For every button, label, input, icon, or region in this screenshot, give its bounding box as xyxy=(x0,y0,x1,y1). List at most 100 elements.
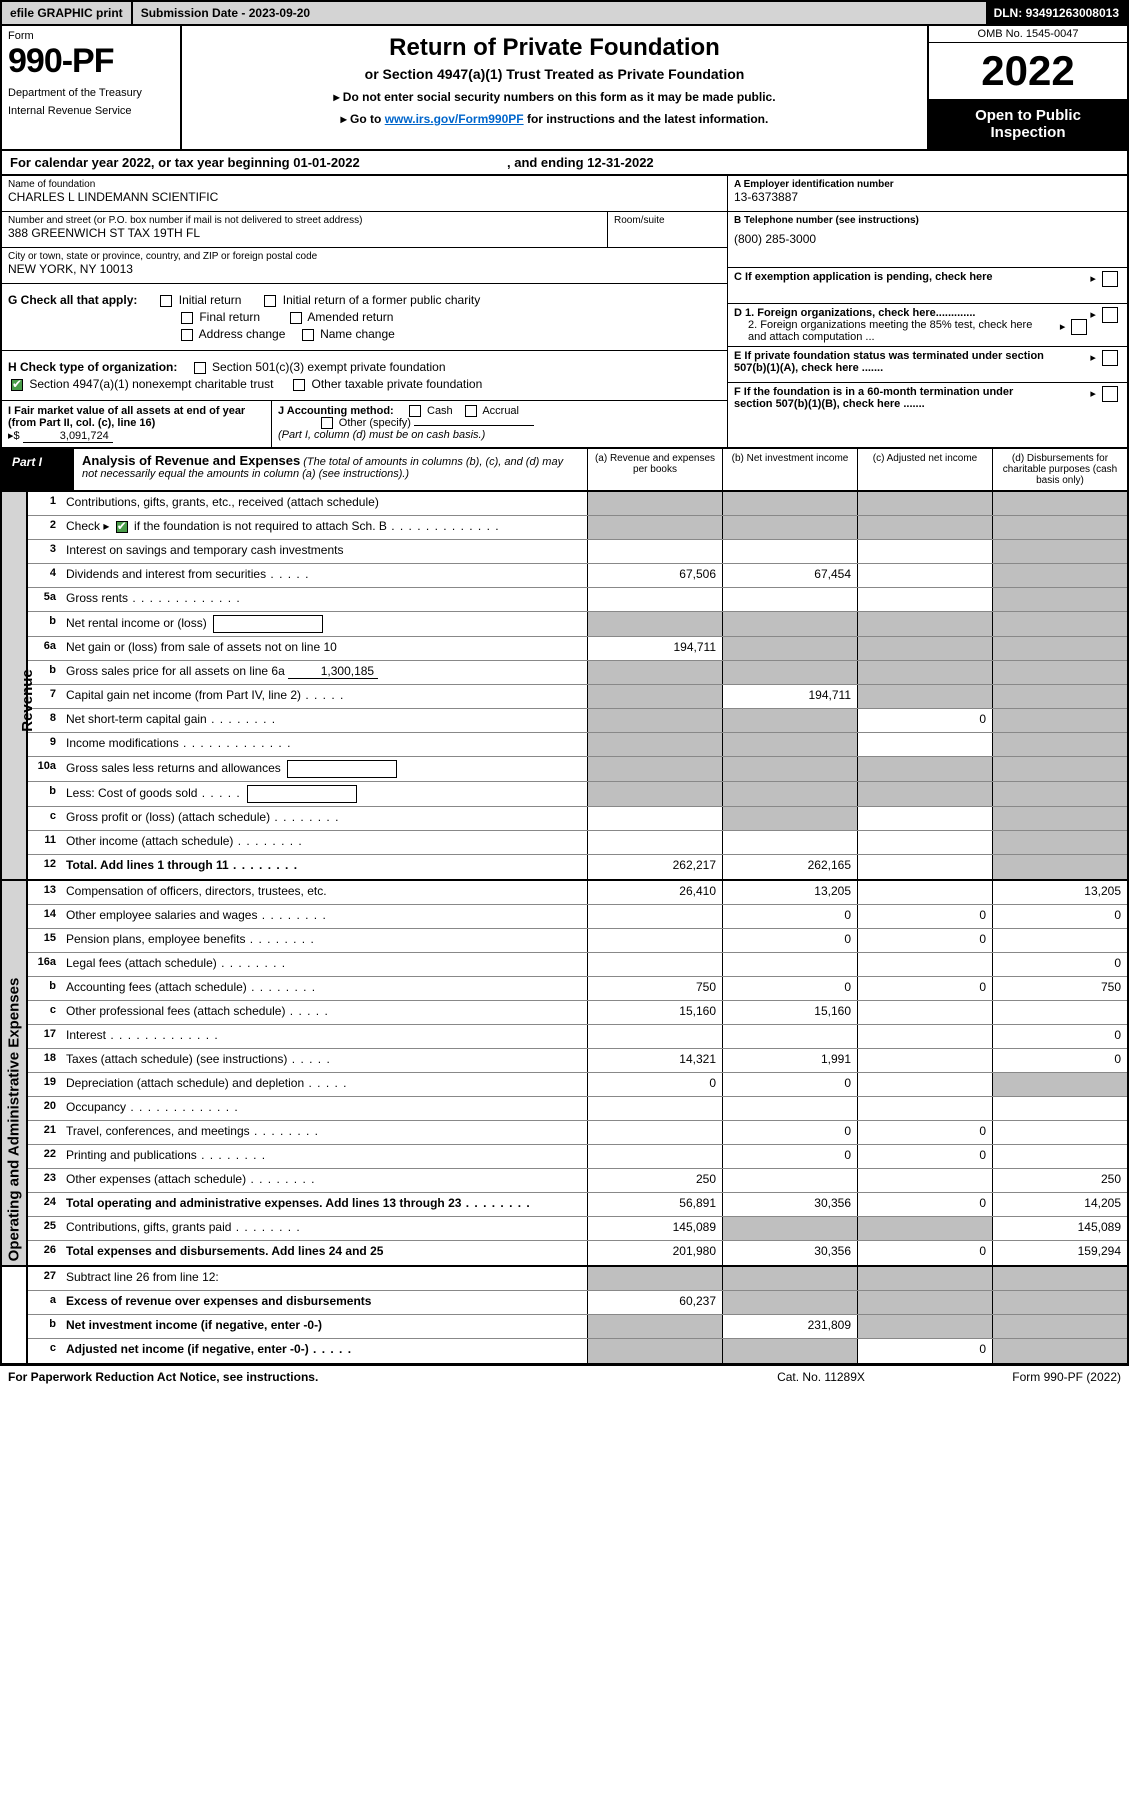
r10c-c xyxy=(857,807,992,830)
r15-d xyxy=(992,929,1127,952)
r10c-d xyxy=(992,807,1127,830)
row-26: 26 Total expenses and disbursements. Add… xyxy=(28,1241,1127,1265)
row-16c: c Other professional fees (attach schedu… xyxy=(28,1001,1127,1025)
r16c-b: 15,160 xyxy=(722,1001,857,1024)
g-o2: Initial return of a former public charit… xyxy=(283,293,480,307)
c-lbl: C If exemption application is pending, c… xyxy=(734,271,993,283)
r15-a xyxy=(587,929,722,952)
ln-25: 25 xyxy=(28,1217,62,1240)
colhdr-a: (a) Revenue and expenses per books xyxy=(587,449,722,490)
ln-14: 14 xyxy=(28,905,62,928)
chk-amended-return[interactable] xyxy=(290,312,302,324)
r27-b xyxy=(722,1267,857,1290)
page-footer: For Paperwork Reduction Act Notice, see … xyxy=(0,1365,1129,1388)
ln-27a: a xyxy=(28,1291,62,1314)
r27c-b xyxy=(722,1339,857,1363)
chk-final-return[interactable] xyxy=(181,312,193,324)
desc-19: Depreciation (attach schedule) and deple… xyxy=(62,1073,587,1096)
r17-c xyxy=(857,1025,992,1048)
chk-d1[interactable] xyxy=(1102,307,1118,323)
r26-a: 201,980 xyxy=(587,1241,722,1265)
r5a-d xyxy=(992,588,1127,611)
r22-c: 0 xyxy=(857,1145,992,1168)
desc-14-t: Other employee salaries and wages xyxy=(66,908,257,922)
r27a-c xyxy=(857,1291,992,1314)
addr-row: Number and street (or P.O. box number if… xyxy=(2,212,727,248)
r25-a: 145,089 xyxy=(587,1217,722,1240)
r21-b: 0 xyxy=(722,1121,857,1144)
ln-27b: b xyxy=(28,1315,62,1338)
calyear-b: , and ending xyxy=(507,155,587,170)
r19-d xyxy=(992,1073,1127,1096)
ln-18: 18 xyxy=(28,1049,62,1072)
title-right: OMB No. 1545-0047 2022 Open to Public In… xyxy=(927,26,1127,149)
r14-d: 0 xyxy=(992,905,1127,928)
row-13: 13 Compensation of officers, directors, … xyxy=(28,881,1127,905)
desc-10c-t: Gross profit or (loss) (attach schedule) xyxy=(66,810,270,824)
chk-501c3[interactable] xyxy=(194,362,206,374)
section-ij: I Fair market value of all assets at end… xyxy=(2,401,727,447)
chk-other-taxable[interactable] xyxy=(293,379,305,391)
chk-4947a1[interactable] xyxy=(11,379,23,391)
chk-e[interactable] xyxy=(1102,350,1118,366)
r23-a: 250 xyxy=(587,1169,722,1192)
chk-cash[interactable] xyxy=(409,405,421,417)
r2-d xyxy=(992,516,1127,539)
omb-number: OMB No. 1545-0047 xyxy=(929,26,1127,43)
chk-schb[interactable] xyxy=(116,521,128,533)
r17-d: 0 xyxy=(992,1025,1127,1048)
chk-d2[interactable] xyxy=(1071,319,1087,335)
part1-label: Part I xyxy=(2,449,74,490)
e-lbl: E If private foundation status was termi… xyxy=(734,350,1054,374)
chk-initial-former[interactable] xyxy=(264,295,276,307)
chk-initial-return[interactable] xyxy=(160,295,172,307)
desc-2b: if the foundation is not required to att… xyxy=(131,519,387,533)
goto-link[interactable]: www.irs.gov/Form990PF xyxy=(385,112,524,126)
ln-15: 15 xyxy=(28,929,62,952)
goto-b: for instructions and the latest informat… xyxy=(524,112,769,126)
box-10a xyxy=(287,760,397,778)
row-10b: b Less: Cost of goods sold xyxy=(28,782,1127,807)
row-6a: 6a Net gain or (loss) from sale of asset… xyxy=(28,637,1127,661)
ln-3: 3 xyxy=(28,540,62,563)
ln-9: 9 xyxy=(28,733,62,756)
chk-accrual[interactable] xyxy=(465,405,477,417)
h-o2: Section 4947(a)(1) nonexempt charitable … xyxy=(29,377,273,391)
r8-c: 0 xyxy=(857,709,992,732)
desc-27: Subtract line 26 from line 12: xyxy=(62,1267,587,1290)
r20-c xyxy=(857,1097,992,1120)
chk-name-change[interactable] xyxy=(302,329,314,341)
r2-c xyxy=(857,516,992,539)
r23-b xyxy=(722,1169,857,1192)
chk-c[interactable] xyxy=(1102,271,1118,287)
a-ein: 13-6373887 xyxy=(734,190,1121,204)
r6a-b xyxy=(722,637,857,660)
r27a-d xyxy=(992,1291,1127,1314)
r4-c xyxy=(857,564,992,587)
box-10b xyxy=(247,785,357,803)
ln-4: 4 xyxy=(28,564,62,587)
desc-24: Total operating and administrative expen… xyxy=(62,1193,587,1216)
r14-c: 0 xyxy=(857,905,992,928)
r16b-a: 750 xyxy=(587,977,722,1000)
r20-a xyxy=(587,1097,722,1120)
r10b-a xyxy=(587,782,722,806)
ln-5a: 5a xyxy=(28,588,62,611)
r27-d xyxy=(992,1267,1127,1290)
r27b-a xyxy=(587,1315,722,1338)
r16c-c xyxy=(857,1001,992,1024)
chk-other-method[interactable] xyxy=(321,417,333,429)
desc-16a-t: Legal fees (attach schedule) xyxy=(66,956,217,970)
desc-6b-t: Gross sales price for all assets on line… xyxy=(66,664,285,678)
b-lbl: B Telephone number (see instructions) xyxy=(734,215,919,226)
side-expenses-label: Operating and Administrative Expenses xyxy=(5,978,22,1262)
chk-f[interactable] xyxy=(1102,386,1118,402)
efile-label[interactable]: efile GRAPHIC print xyxy=(2,2,133,24)
i-fmv-value: 3,091,724 xyxy=(23,430,113,443)
r8-b xyxy=(722,709,857,732)
h-label: H Check type of organization: xyxy=(8,360,177,374)
r16b-b: 0 xyxy=(722,977,857,1000)
chk-address-change[interactable] xyxy=(181,329,193,341)
section-h: H Check type of organization: Section 50… xyxy=(2,351,727,401)
foundation-name-lbl: Name of foundation xyxy=(8,179,721,190)
